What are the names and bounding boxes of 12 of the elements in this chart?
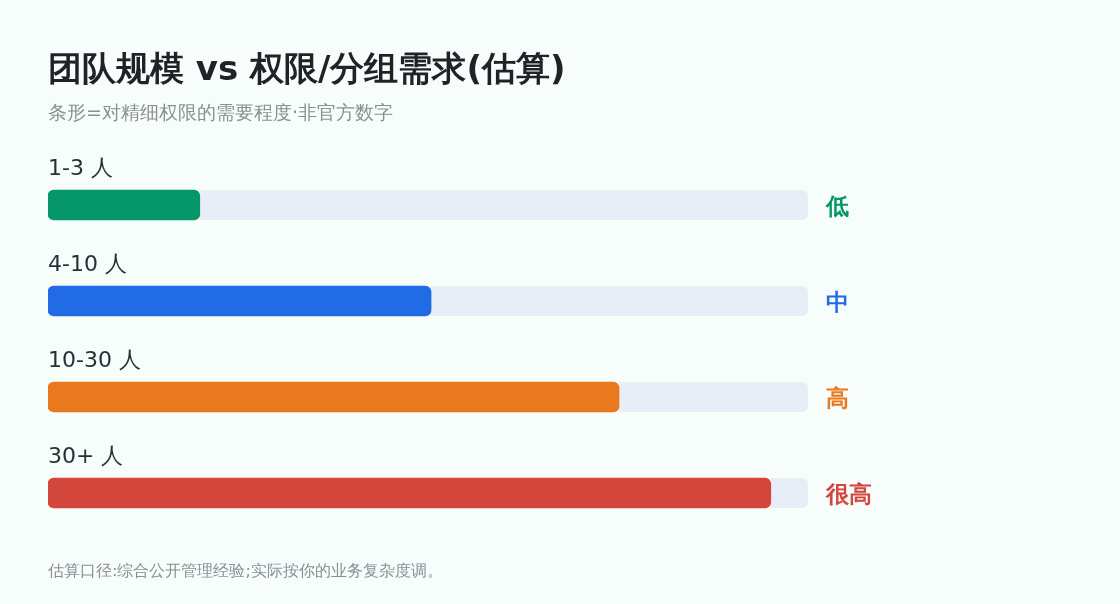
y-tick-label: 4-10 人 (48, 250, 127, 276)
text: 估算口径:综合公开管理经验;实际按你的业务复杂度调。 (48, 561, 443, 582)
bar (48, 189, 201, 221)
text: 很高 (825, 480, 872, 507)
text: 低 (825, 192, 849, 219)
y-tick-label: 30+ 人 (48, 442, 124, 468)
text: 高 (826, 384, 849, 411)
chart-title: 团队规模 vs 权限/分组需求(估算) (48, 47, 566, 90)
y-tick-label: 1-3 人 (48, 154, 113, 180)
text: 中 (826, 288, 849, 315)
chart-subtitle: 条形=对精细权限的需要程度·非官方数字 (48, 100, 393, 125)
y-tick-label: 10-30 人 (48, 346, 141, 372)
